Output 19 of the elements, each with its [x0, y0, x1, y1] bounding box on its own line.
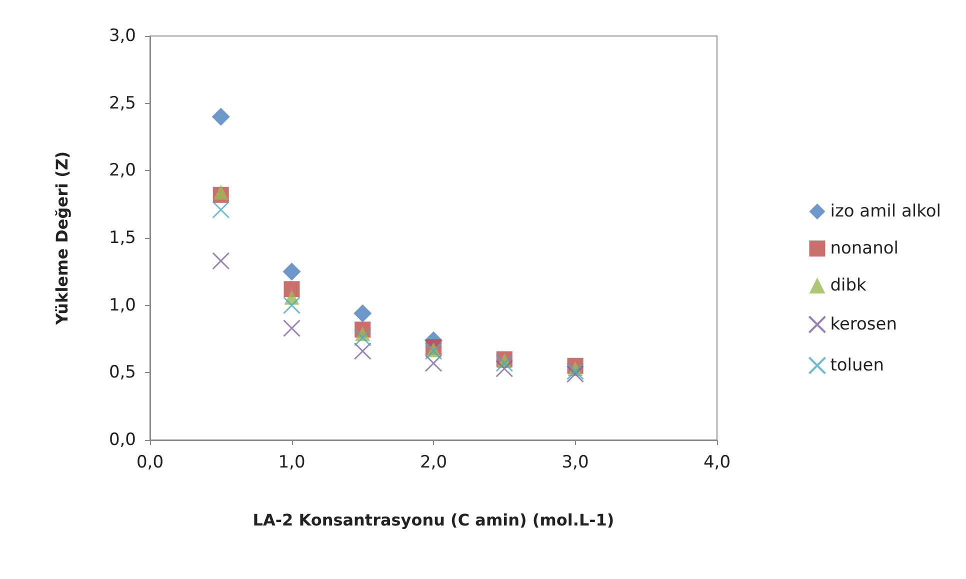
x-tick-label: 2,0 [420, 452, 448, 472]
y-tick-label: 2,5 [108, 93, 136, 114]
y-tick-label: 0,0 [108, 430, 136, 450]
legend-label: dibk [830, 276, 867, 296]
y-tick-label: 1,5 [108, 228, 136, 248]
x-tick-label: 4,0 [703, 452, 731, 472]
y-axis-title: Yükleme Değeri (Z) [52, 151, 72, 326]
y-tick-label: 1,0 [108, 295, 136, 316]
y-tick-label: 2,0 [108, 160, 136, 181]
x-axis-title: LA-2 Konsantrasyonu (C amin) (mol.L-1) [252, 510, 614, 530]
legend-label: toluen [830, 356, 884, 376]
y-tick-label: 0,5 [108, 362, 136, 383]
x-tick-label: 3,0 [562, 452, 589, 472]
legend-label: nonanol [830, 238, 898, 258]
x-tick-label: 0,0 [136, 452, 164, 472]
x-tick-label: 1,0 [278, 452, 306, 472]
legend-label: kerosen [830, 314, 898, 334]
y-tick-label: 3,0 [108, 26, 136, 46]
legend-label: izo amil alkol [830, 202, 942, 222]
